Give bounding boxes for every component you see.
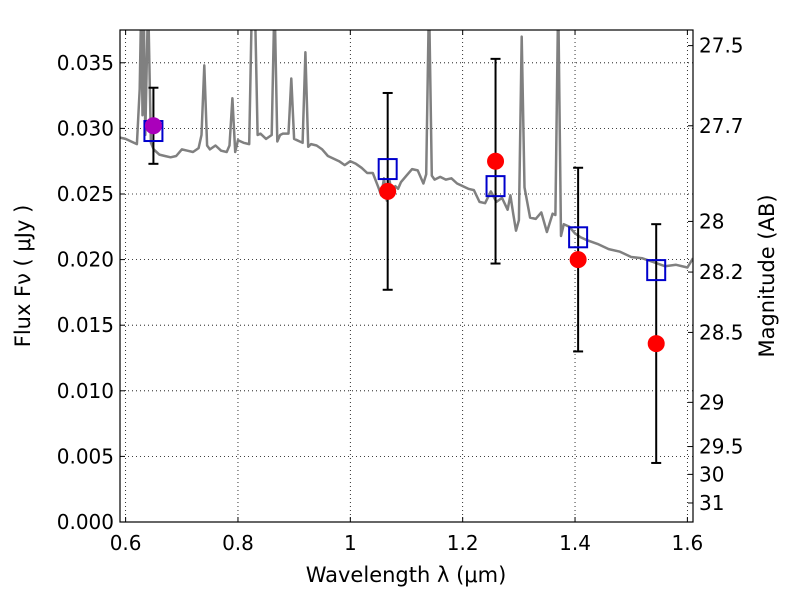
y-tick-label: 0.010 — [57, 379, 114, 403]
y-tick-label: 0.000 — [57, 510, 114, 534]
right-tick-label: 30 — [699, 462, 724, 486]
model-spectrum-line — [120, 30, 693, 269]
right-tick-label: 28.5 — [699, 320, 744, 344]
right-axis-title: Magnitude (AB) — [755, 194, 779, 357]
x-tick-label: 1.4 — [559, 531, 591, 555]
x-tick-label: 1.6 — [671, 531, 703, 555]
right-tick-label: 29 — [699, 390, 724, 414]
plot-frame — [119, 29, 694, 523]
right-tick-label: 27.7 — [699, 114, 744, 138]
y-tick-label: 0.015 — [57, 313, 114, 337]
y-tick-label: 0.035 — [57, 51, 114, 75]
y-tick-label: 0.020 — [57, 248, 114, 272]
square-marker — [646, 259, 667, 282]
circle-marker — [144, 117, 162, 135]
right-tick-label: 28.2 — [699, 260, 744, 284]
right-tick-label: 28 — [699, 209, 724, 233]
square-marker — [485, 175, 506, 198]
y-tick-label: 0.030 — [57, 116, 114, 140]
x-axis-title: Wavelength λ (μm) — [306, 563, 507, 587]
x-tick-label: 0.8 — [222, 531, 254, 555]
x-tick-label: 0.6 — [110, 531, 142, 555]
plot-area — [120, 30, 693, 269]
circle-marker — [647, 335, 665, 353]
y-tick-label: 0.025 — [57, 182, 114, 206]
plot-background — [120, 30, 693, 522]
right-tick-label: 27.5 — [699, 34, 744, 58]
right-tick-label: 29.5 — [699, 435, 744, 459]
x-tick-label: 1.2 — [447, 531, 479, 555]
square-marker — [568, 226, 589, 249]
error-bars — [143, 57, 667, 464]
tick-labels: 0.6 0.8 1 1.2 1.4 1.6 0.000 0.005 0.010 0.015 0.02… — [57, 34, 744, 555]
right-tick-label: 31 — [699, 491, 724, 515]
x-tick-label: 1 — [344, 531, 357, 555]
circle-marker — [487, 152, 505, 170]
ticks — [120, 30, 693, 523]
circle-marker — [569, 251, 587, 269]
y-axis-title: Flux Fν ( μJy ) — [11, 205, 35, 348]
square-marker — [377, 158, 398, 181]
y-tick-label: 0.005 — [57, 444, 114, 468]
circle-marker — [379, 182, 397, 200]
